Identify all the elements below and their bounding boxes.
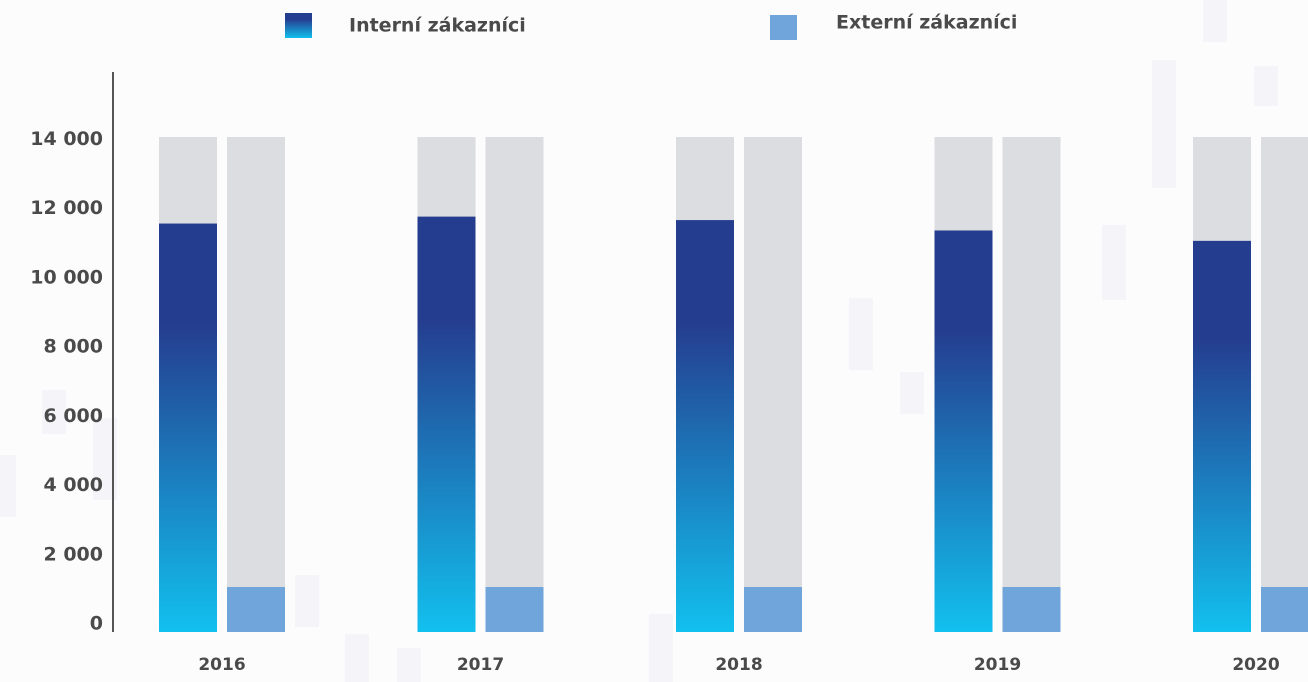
bar-track: [485, 137, 544, 632]
y-tick-label: 10 000: [30, 266, 103, 288]
bar: [159, 223, 217, 633]
bar: [1261, 587, 1308, 632]
y-tick-label: 4 000: [44, 474, 104, 496]
bar-track: [227, 137, 285, 632]
y-tick-label: 0: [90, 613, 103, 635]
bar: [485, 587, 544, 632]
bar: [744, 587, 802, 632]
x-tick-label: 2018: [715, 655, 762, 675]
x-tick-label: 2019: [974, 655, 1021, 675]
y-tick-label: 6 000: [44, 405, 104, 427]
bar: [934, 230, 993, 632]
legend-swatch: [770, 15, 797, 40]
bar: [1193, 240, 1251, 632]
legend-label: Externí zákazníci: [836, 12, 1017, 34]
y-tick-label: 14 000: [30, 128, 103, 150]
y-tick-label: 8 000: [44, 336, 104, 358]
bar-track: [1002, 137, 1061, 632]
x-tick-label: 2016: [198, 655, 245, 675]
bar: [1002, 587, 1061, 632]
y-tick-label: 12 000: [30, 197, 103, 219]
y-tick-label: 2 000: [44, 543, 104, 565]
bar: [417, 216, 476, 632]
legend-label: Interní zákazníci: [349, 15, 526, 37]
bar: [227, 587, 285, 632]
x-tick-label: 2020: [1232, 655, 1279, 675]
bar: [676, 220, 734, 633]
legend-swatch: [285, 13, 312, 38]
bar-track: [744, 137, 802, 632]
bar-track: [1261, 137, 1308, 632]
x-tick-label: 2017: [457, 655, 504, 675]
